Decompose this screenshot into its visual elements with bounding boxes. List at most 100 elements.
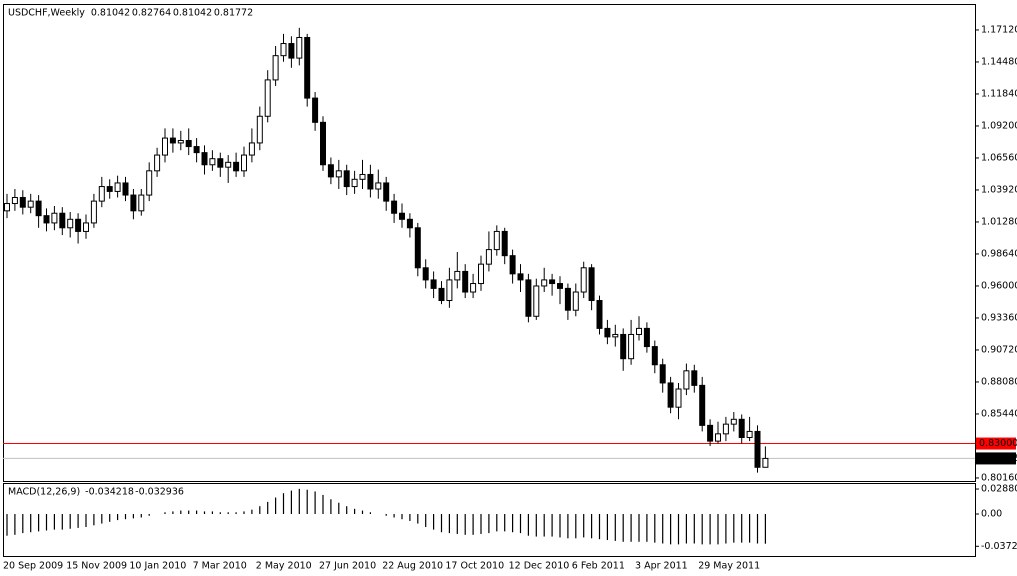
candle-body <box>620 333 627 360</box>
candle-body <box>43 215 50 224</box>
candle-body <box>746 430 753 438</box>
candle-body <box>580 267 587 293</box>
candle-body <box>280 43 287 57</box>
candle-body <box>83 222 89 232</box>
x-tick-label: 6 Feb 2011 <box>572 561 625 572</box>
candle-body <box>351 178 358 188</box>
candle-body <box>130 194 137 212</box>
candle-body <box>430 279 437 289</box>
candle-body <box>683 370 690 390</box>
y-tick-label: 0.90720 <box>981 344 1017 355</box>
candle-body <box>612 333 619 338</box>
candle-body <box>446 279 453 302</box>
candle-body <box>470 283 477 293</box>
candle-body <box>122 182 129 196</box>
y-tick-label: 0.00 <box>981 509 1002 520</box>
candle-body <box>154 154 161 172</box>
y-tick-label: 1.09200 <box>981 120 1017 131</box>
candle-body <box>248 142 255 156</box>
y-tick-label: 0.80160 <box>981 472 1017 483</box>
candle-body <box>90 200 97 224</box>
candle-body <box>264 79 271 117</box>
candle-body <box>98 186 105 202</box>
candle-body <box>478 263 484 285</box>
candle-body <box>659 364 666 384</box>
candle-body <box>11 196 18 205</box>
header-value: 0.82764 <box>132 8 171 19</box>
candle-body <box>51 212 58 224</box>
candle-body <box>643 327 650 348</box>
candle-body <box>177 140 184 144</box>
candle-body <box>406 218 413 229</box>
x-tick-label: 10 Jan 2010 <box>129 561 186 572</box>
candle-body <box>335 170 342 178</box>
candle-body <box>59 212 66 229</box>
candle-body <box>493 230 500 251</box>
candle-body <box>604 327 611 338</box>
candle-body <box>549 279 556 285</box>
candle-body <box>35 200 42 217</box>
candle-body <box>256 115 263 144</box>
candle-body <box>651 346 658 366</box>
candle-body <box>517 273 524 281</box>
x-tick-label: 20 Sep 2009 <box>3 561 63 572</box>
x-tick-label: 22 Aug 2010 <box>382 561 443 572</box>
candle-body <box>241 154 247 172</box>
candle-body <box>114 182 121 192</box>
candle-body <box>730 418 737 425</box>
candle-body <box>320 121 326 166</box>
level-label: 0.83000 <box>979 438 1017 449</box>
candle-body <box>4 203 10 212</box>
candle-body <box>564 287 571 311</box>
candle-body <box>438 287 445 302</box>
candle-body <box>454 270 461 281</box>
y-tick-label: 1.11840 <box>981 88 1017 99</box>
candle-body <box>217 158 224 168</box>
y-tick-label: 0.88080 <box>981 376 1017 387</box>
candle-body <box>27 200 34 208</box>
candle-body <box>667 382 674 408</box>
x-tick-label: 3 Apr 2011 <box>635 561 688 572</box>
candle-body <box>327 164 334 178</box>
candle-body <box>304 36 311 99</box>
main-panel <box>3 4 976 482</box>
x-tick-label: 2 May 2010 <box>256 561 312 572</box>
candle-body <box>296 36 303 59</box>
x-tick-label: 27 Jun 2010 <box>319 561 376 572</box>
candle-body <box>691 370 698 386</box>
y-tick-label: 0.96000 <box>981 280 1017 291</box>
macd-title: MACD(12,26,9) <box>8 487 80 498</box>
candle-body <box>533 285 540 317</box>
candle-body <box>462 270 469 293</box>
candle-body <box>738 418 745 438</box>
x-tick-label: 29 May 2011 <box>698 561 760 572</box>
candle-body <box>233 161 240 172</box>
x-tick-label: 17 Oct 2010 <box>445 561 504 572</box>
candle-body <box>146 170 153 196</box>
candle-body <box>699 384 706 426</box>
y-tick-label: -0.03721 <box>981 541 1017 552</box>
candle-body <box>312 97 319 123</box>
y-tick-label: 0.98640 <box>981 248 1017 259</box>
x-tick-label: 7 Mar 2010 <box>193 561 247 572</box>
y-tick-label: 0.028802 <box>981 484 1017 495</box>
level-label-box <box>976 437 1016 450</box>
candle-body <box>636 327 642 335</box>
candle-body <box>572 291 579 311</box>
candle-body <box>485 249 492 265</box>
y-tick-label: 0.93360 <box>981 312 1017 323</box>
candle-body <box>715 433 721 442</box>
candle-body <box>628 333 635 360</box>
candle-body <box>762 457 769 468</box>
macd-signal: -0.032936 <box>135 487 184 498</box>
candle-body <box>414 227 421 269</box>
candle-body <box>391 200 398 214</box>
candle-body <box>754 430 761 468</box>
candle-body <box>162 137 168 156</box>
candle-body <box>367 173 374 190</box>
y-tick-label: 1.17120 <box>981 24 1017 35</box>
macd-value: -0.034218 <box>85 487 134 498</box>
